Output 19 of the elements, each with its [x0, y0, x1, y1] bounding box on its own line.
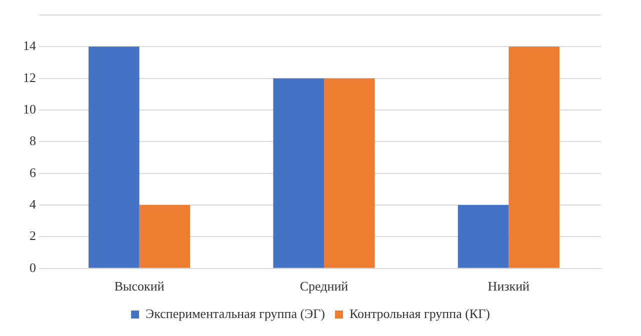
bar	[273, 78, 324, 268]
y-tick-label: 8	[30, 133, 36, 148]
y-tick-label: 2	[30, 228, 36, 244]
bar	[324, 78, 375, 268]
x-tick-label: Низкий	[488, 278, 530, 294]
y-tick-label: 10	[23, 101, 36, 116]
bar	[88, 46, 140, 268]
y-tick-label: 14	[23, 38, 36, 54]
y-tick-label: 6	[30, 164, 36, 180]
y-tick-label: 0	[30, 260, 36, 275]
bar	[458, 205, 509, 268]
legend-label: Экспериментальная группа (ЭГ)	[146, 306, 325, 321]
legend-label: Контрольная группа (КГ)	[349, 306, 490, 321]
y-tick-label: 12	[23, 70, 36, 85]
bar	[139, 205, 190, 268]
bar	[508, 46, 560, 268]
x-tick-label: Высокий	[114, 278, 164, 294]
y-tick-label: 4	[30, 196, 36, 212]
x-tick-label: Средний	[300, 278, 348, 294]
